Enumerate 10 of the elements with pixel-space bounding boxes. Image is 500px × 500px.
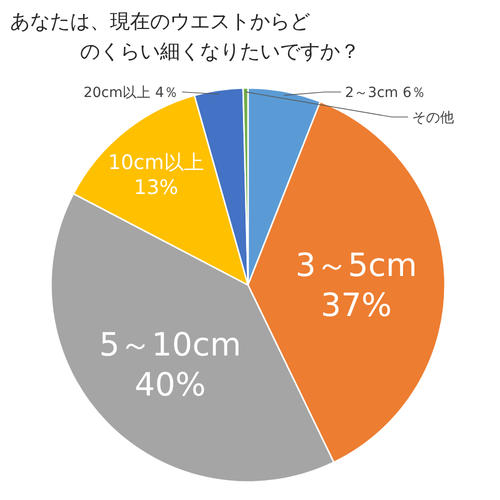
data-label: 13% (134, 174, 178, 199)
slice-label: 20cm以上 4％ (83, 85, 178, 101)
slice-label: 3～5cm (296, 246, 418, 284)
data-label: 37% (320, 286, 392, 324)
slice-label: 5～10cm (99, 326, 242, 364)
slice-label: その他 (412, 110, 454, 126)
slice-label: 2～3cm 6％ (345, 85, 426, 101)
slice-label: 10cm以上 (108, 150, 204, 174)
data-label: 40% (134, 366, 206, 404)
chart-title: あなたは、現在のウエストからどのくらい細くなりたいですか？ (10, 9, 360, 63)
